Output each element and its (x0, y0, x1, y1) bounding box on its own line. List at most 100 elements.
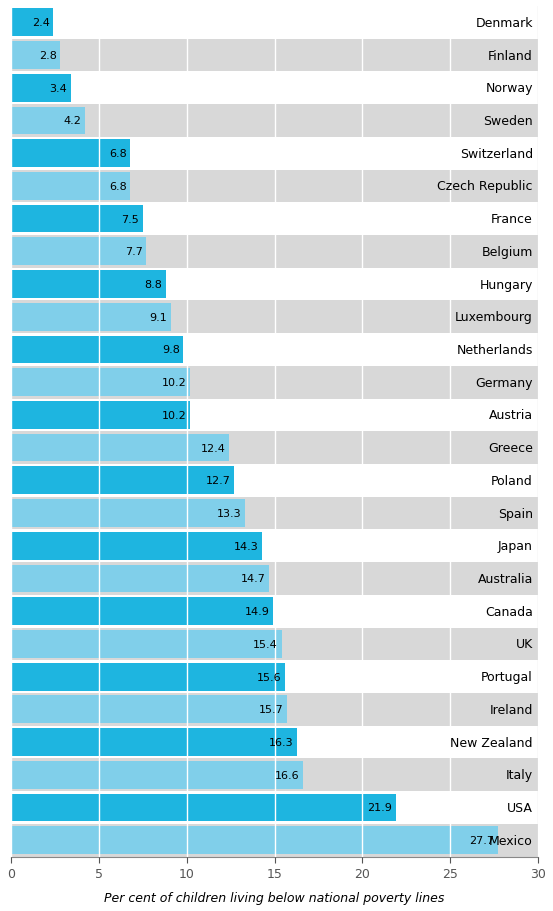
Text: Italy: Italy (506, 768, 533, 782)
Text: 10.2: 10.2 (162, 411, 187, 420)
Bar (11, 693, 538, 726)
Text: 16.6: 16.6 (274, 770, 299, 780)
Text: Netherlands: Netherlands (456, 343, 533, 356)
Bar (11, 138, 538, 170)
Text: 9.8: 9.8 (162, 345, 180, 355)
Text: 21.9: 21.9 (367, 803, 392, 813)
Text: 7.7: 7.7 (125, 247, 143, 257)
Text: 15.7: 15.7 (259, 704, 283, 714)
Text: USA: USA (507, 801, 533, 814)
Bar (11, 824, 538, 856)
Bar (11, 435, 229, 462)
Text: 13.3: 13.3 (217, 508, 241, 518)
Bar (11, 238, 146, 266)
Bar (11, 792, 538, 824)
Bar (11, 269, 538, 301)
Bar (11, 39, 538, 72)
Bar (11, 465, 538, 497)
Bar (11, 728, 298, 756)
Text: Poland: Poland (491, 475, 533, 487)
Text: New Zealand: New Zealand (450, 736, 533, 749)
Bar (11, 369, 190, 396)
Bar (11, 565, 269, 593)
Bar (11, 432, 538, 465)
Text: 14.7: 14.7 (241, 574, 266, 584)
Bar (11, 598, 273, 625)
Bar (11, 628, 538, 660)
Text: 9.1: 9.1 (150, 312, 168, 322)
Bar (11, 530, 538, 562)
Text: 14.3: 14.3 (234, 541, 259, 551)
Text: Australia: Australia (477, 572, 533, 585)
Bar (11, 140, 131, 168)
Text: Luxembourg: Luxembourg (455, 311, 533, 324)
Bar (11, 173, 131, 200)
Bar (11, 630, 281, 658)
Bar (11, 402, 190, 429)
Bar (11, 399, 538, 432)
Text: Greece: Greece (488, 442, 533, 455)
Text: 6.8: 6.8 (109, 149, 127, 159)
Text: 2.8: 2.8 (39, 51, 56, 61)
Text: Switzerland: Switzerland (460, 148, 533, 160)
Bar (11, 726, 538, 759)
Bar (11, 9, 53, 37)
Bar (11, 562, 538, 595)
Bar (11, 271, 165, 299)
Text: Germany: Germany (476, 376, 533, 389)
Text: 12.4: 12.4 (200, 443, 225, 453)
Text: 15.4: 15.4 (253, 640, 278, 650)
Text: Sweden: Sweden (483, 115, 533, 128)
Text: Belgium: Belgium (482, 246, 533, 259)
Text: Denmark: Denmark (476, 16, 533, 30)
Text: 16.3: 16.3 (269, 737, 294, 747)
Bar (11, 72, 538, 105)
Bar (11, 170, 538, 203)
Text: Spain: Spain (498, 507, 533, 520)
Text: Japan: Japan (498, 539, 533, 553)
Bar (11, 303, 171, 332)
Bar (11, 497, 538, 530)
Text: Canada: Canada (485, 605, 533, 618)
Bar (11, 236, 538, 269)
Text: 10.2: 10.2 (162, 378, 187, 388)
Text: Austria: Austria (489, 409, 533, 422)
Bar (11, 826, 498, 855)
Text: France: France (491, 213, 533, 226)
Bar (11, 761, 302, 789)
Bar (11, 759, 538, 792)
Text: 12.7: 12.7 (206, 476, 231, 486)
Text: Hungary: Hungary (479, 278, 533, 292)
Text: 8.8: 8.8 (144, 280, 162, 290)
X-axis label: Per cent of children living below national poverty lines: Per cent of children living below nation… (105, 891, 445, 904)
Bar (11, 696, 287, 723)
Text: 27.7: 27.7 (469, 835, 494, 845)
Bar (11, 105, 538, 138)
Bar (11, 333, 538, 366)
Bar (11, 660, 538, 693)
Bar (11, 336, 183, 364)
Bar (11, 107, 85, 135)
Bar (11, 7, 538, 39)
Text: 14.9: 14.9 (244, 607, 269, 617)
Text: Mexico: Mexico (489, 834, 533, 846)
Bar (11, 532, 262, 560)
Text: UK: UK (515, 638, 533, 650)
Text: Portugal: Portugal (481, 670, 533, 683)
Text: 15.6: 15.6 (257, 671, 281, 681)
Text: Norway: Norway (486, 82, 533, 95)
Bar (11, 42, 60, 70)
Text: 4.2: 4.2 (64, 117, 81, 127)
Text: Ireland: Ireland (489, 703, 533, 716)
Text: Czech Republic: Czech Republic (437, 180, 533, 193)
Bar (11, 467, 234, 495)
Text: 6.8: 6.8 (109, 181, 127, 191)
Bar (11, 75, 71, 103)
Text: Finland: Finland (488, 49, 533, 63)
Bar (11, 206, 143, 233)
Bar (11, 793, 396, 822)
Text: 3.4: 3.4 (49, 84, 67, 94)
Bar (11, 663, 285, 691)
Bar (11, 499, 244, 527)
Bar (11, 203, 538, 236)
